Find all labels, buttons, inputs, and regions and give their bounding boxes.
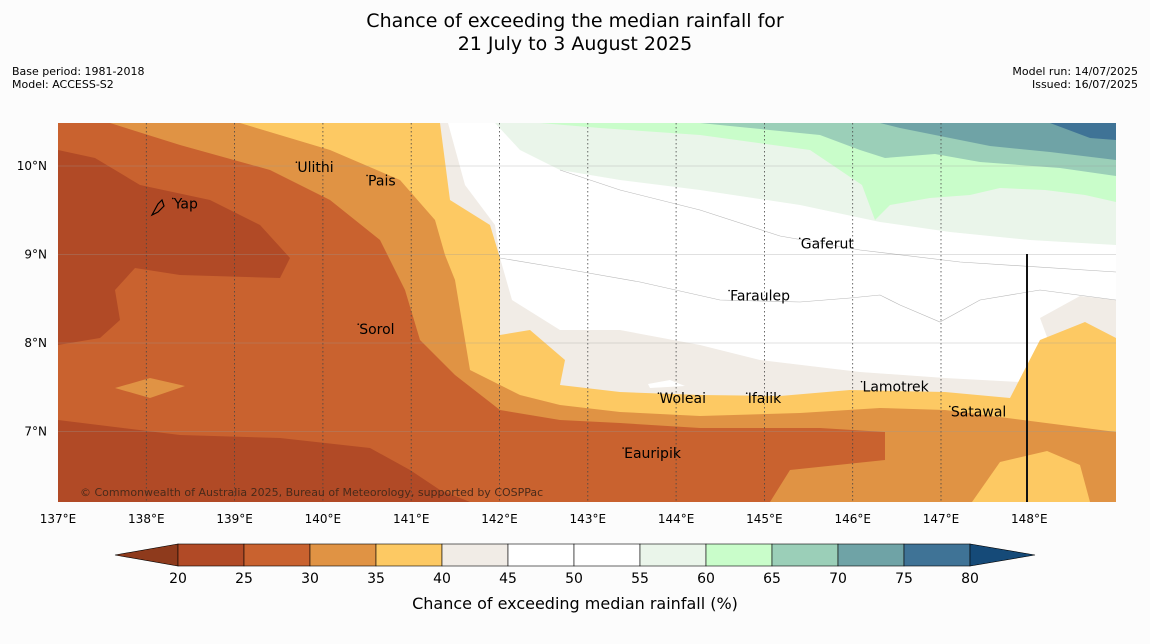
- band-30-35-southeast: [1040, 440, 1116, 502]
- band-70-75: [880, 123, 1116, 160]
- yap-island: [150, 198, 165, 217]
- place-labels: Yap Ulithi Pais Sorol Gaferut Faraulep Woleai I…: [171, 160, 1006, 462]
- colorbar-segment: [243, 543, 311, 567]
- colorbar-segment: [507, 543, 575, 567]
- longitude-tick-label: 147°E: [923, 512, 960, 526]
- colorbar-tick-label: 40: [433, 571, 451, 587]
- latitude-tick-label: 10°N: [17, 159, 47, 173]
- longitude-tick-label: 143°E: [570, 512, 607, 526]
- place-marker: [622, 447, 624, 449]
- place-label: Sorol: [359, 322, 394, 338]
- colorbar-tick-label: 30: [301, 571, 319, 587]
- place-label: Woleai: [659, 391, 706, 407]
- colorbar-segment: [837, 543, 905, 567]
- colorbar-segment: [639, 543, 707, 567]
- colorbar-segment: [177, 543, 245, 567]
- colorbar-tick-label: 55: [631, 571, 649, 587]
- place-label: Ulithi: [297, 160, 333, 176]
- place-label: Gaferut: [801, 236, 855, 252]
- model-name: Model: ACCESS-S2: [12, 78, 114, 91]
- latitude-ticks: 10°N 9°N 8°N 7°N: [17, 159, 47, 439]
- contour-lines: [499, 169, 1116, 323]
- latitude-tick-label: 9°N: [24, 248, 47, 262]
- longitude-ticks: 137°E 138°E 139°E 140°E 141°E 142°E 143°E 144°E…: [40, 512, 1048, 526]
- place-label: Faraulep: [730, 289, 790, 305]
- colorbar-upper-extension: [969, 543, 1036, 567]
- band-20-25-south: [58, 420, 470, 502]
- place-label: Yap: [173, 196, 198, 212]
- base-period: Base period: 1981-2018: [12, 65, 145, 78]
- place-marker: [657, 392, 660, 394]
- rainfall-map: [58, 123, 1116, 502]
- map-title: Chance of exceeding the median rainfall …: [0, 10, 1150, 56]
- colorbar-segment: [903, 543, 971, 567]
- colorbar-segment: [705, 543, 773, 567]
- latitude-tick-label: 7°N: [24, 425, 47, 439]
- place-marker: [366, 174, 368, 177]
- longitude-tick-label: 145°E: [746, 512, 783, 526]
- place-marker: [860, 380, 863, 383]
- place-label: Eauripik: [624, 446, 682, 462]
- band-75-80: [1050, 123, 1116, 140]
- place-marker: [171, 197, 174, 200]
- longitude-tick-label: 138°E: [128, 512, 165, 526]
- place-marker: [745, 392, 748, 394]
- colorbar-lower-extension: [114, 543, 179, 567]
- longitude-tick-label: 139°E: [216, 512, 253, 526]
- colorbar-segment: [309, 543, 377, 567]
- band-20-25: [58, 150, 290, 345]
- band-45-50-patch: [648, 380, 685, 388]
- place-label: Ifalik: [748, 391, 782, 407]
- base-info: Base period: 1981-2018 Model: ACCESS-S2: [12, 65, 144, 91]
- colorbar-tick-label: 80: [961, 571, 979, 587]
- place-label: Pais: [368, 173, 396, 189]
- model-run: Model run: 14/07/2025: [1012, 65, 1138, 78]
- longitude-tick-label: 142°E: [481, 512, 518, 526]
- longitude-tick-label: 140°E: [305, 512, 342, 526]
- latitude-lines: [58, 165, 1116, 432]
- colorbar-tick-label: 45: [499, 571, 517, 587]
- title-line-1: Chance of exceeding the median rainfall …: [366, 10, 784, 32]
- colorbar: [114, 543, 1036, 567]
- colorbar-tick-label: 25: [235, 571, 253, 587]
- place-marker: [949, 405, 951, 408]
- colorbar-segment: [573, 543, 641, 567]
- graticule: [145, 123, 942, 502]
- place-marker: [798, 237, 801, 240]
- colorbar-tick-label: 50: [565, 571, 583, 587]
- title-line-2: 21 July to 3 August 2025: [457, 33, 693, 55]
- colorbar-tick-label: 75: [895, 571, 913, 587]
- band-35-40-patch: [115, 378, 185, 398]
- colorbar-tick-label: 20: [169, 571, 187, 587]
- latitude-tick-label: 8°N: [24, 336, 47, 350]
- issued-date: Issued: 16/07/2025: [1031, 78, 1138, 91]
- longitude-tick-label: 141°E: [393, 512, 430, 526]
- band-25-30: [58, 123, 885, 502]
- colorbar-tick-label: 60: [697, 571, 715, 587]
- place-marker: [728, 289, 730, 292]
- place-label: Satawal: [951, 404, 1006, 420]
- copyright-text: © Commonwealth of Australia 2025, Bureau…: [80, 486, 543, 499]
- colorbar-tick-label: 70: [829, 571, 847, 587]
- longitude-tick-label: 148°E: [1011, 512, 1048, 526]
- longitude-tick-label: 144°E: [658, 512, 695, 526]
- place-marker: [357, 323, 360, 325]
- place-marker: [295, 161, 298, 163]
- colorbar-ticks: 20 25 30 35 40 45 50 55 60 65 70 75 80: [169, 571, 979, 587]
- colorbar-segment: [375, 543, 443, 567]
- longitude-tick-label: 146°E: [834, 512, 871, 526]
- colorbar-label: Chance of exceeding median rainfall (%): [412, 594, 738, 613]
- longitude-tick-label: 137°E: [40, 512, 77, 526]
- colorbar-tick-label: 35: [367, 571, 385, 587]
- colorbar-tick-label: 65: [763, 571, 781, 587]
- place-label: Lamotrek: [863, 380, 930, 396]
- colorbar-segment: [771, 543, 839, 567]
- colorbar-segment: [441, 543, 509, 567]
- run-info: Model run: 14/07/2025 Issued: 16/07/2025: [1012, 65, 1138, 91]
